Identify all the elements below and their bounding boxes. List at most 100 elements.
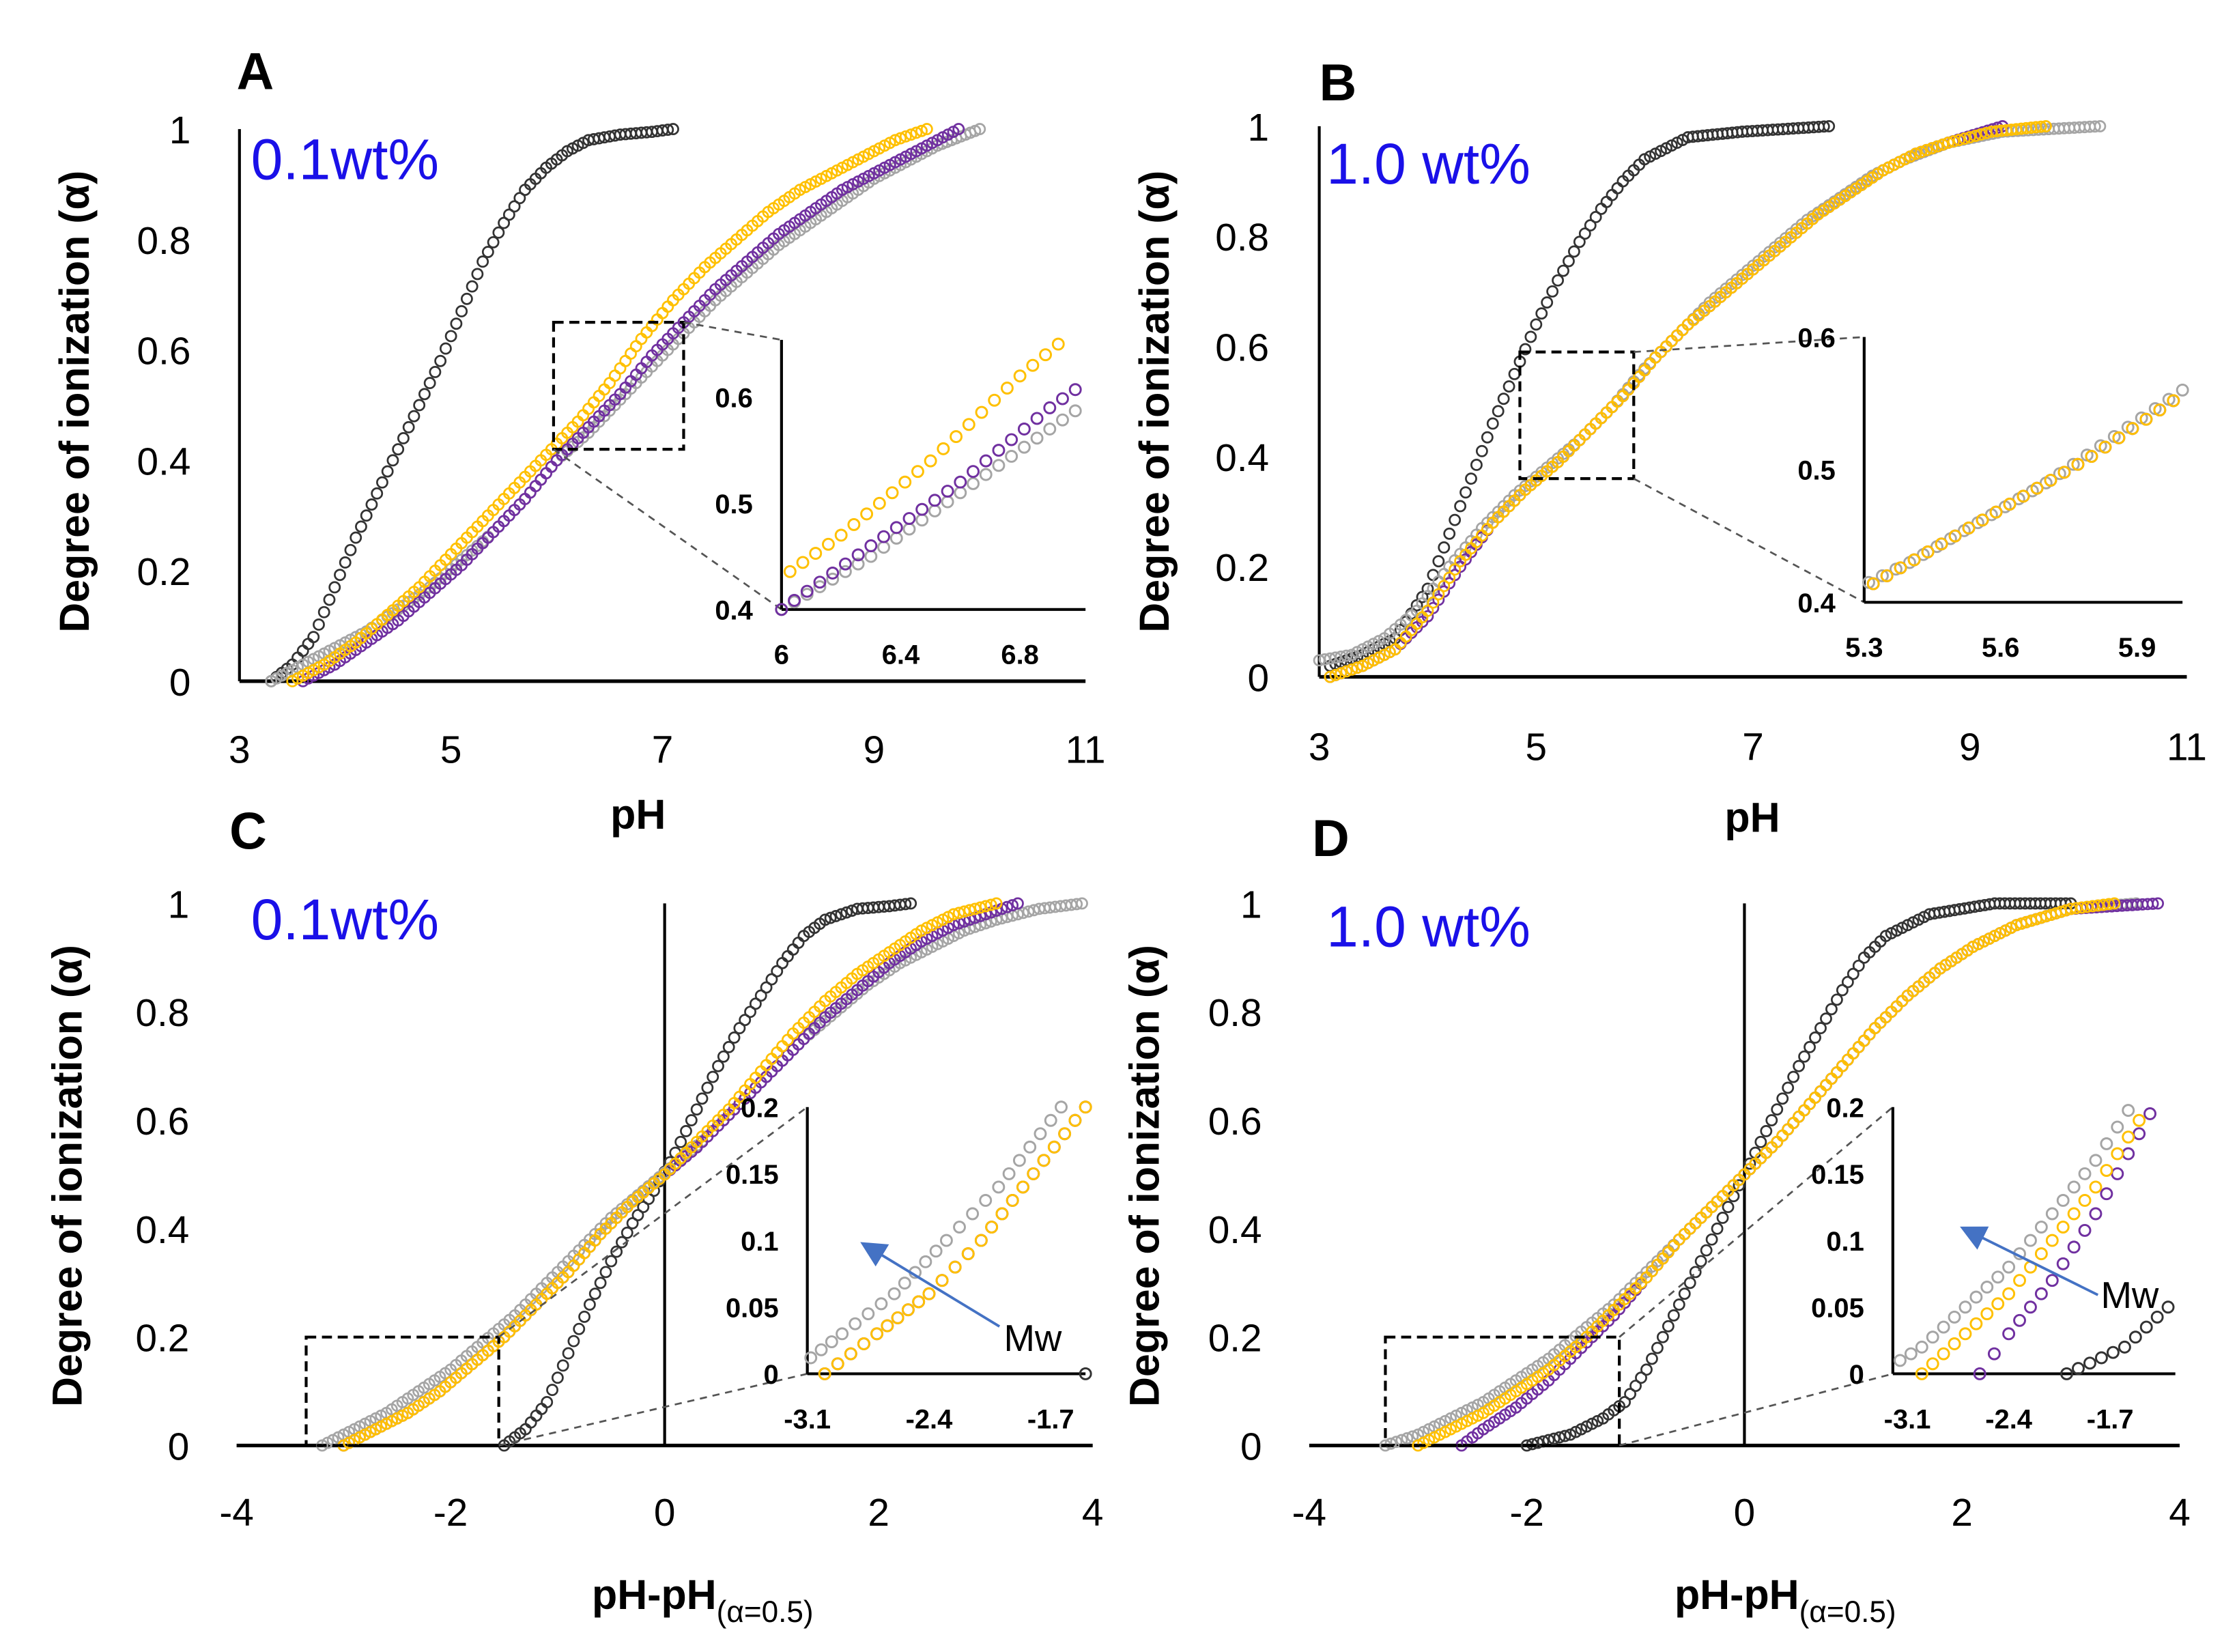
data-point [513, 192, 526, 205]
data-point [323, 593, 336, 606]
data-point [1814, 1022, 1827, 1034]
data-point [578, 1310, 591, 1323]
inset-data-point [1013, 369, 1027, 383]
inset-data-point [988, 393, 1001, 407]
inset-data-point [1958, 1300, 1972, 1314]
y-axis-title: Degree of ionization (α) [44, 945, 91, 1407]
data-point [1651, 1341, 1664, 1354]
data-point [894, 132, 907, 145]
inset-data-point [954, 486, 967, 500]
inset-data-point [813, 575, 827, 589]
data-point [1340, 649, 1353, 662]
inset-data-point [1006, 1194, 1019, 1207]
data-point [1847, 967, 1860, 980]
inset-data-point [838, 565, 852, 578]
x-tick-label: 0 [654, 1492, 676, 1535]
inset-data-point [2139, 1320, 2153, 1334]
inset-data-point [2003, 498, 2017, 511]
data-point [631, 1209, 644, 1221]
inset-data-point [851, 548, 865, 562]
inset-data-point [1880, 569, 1894, 582]
data-point [1947, 135, 1960, 147]
inset-data-point [1948, 1310, 1961, 1324]
inset-series-yellow [1915, 1113, 2146, 1380]
data-point [1743, 1157, 1756, 1170]
data-point [556, 1359, 569, 1372]
zoom-box [552, 321, 685, 451]
y-tick-label: 1 [168, 883, 190, 926]
inset-y-tick-label: 0.2 [741, 1093, 778, 1123]
y-tick-label: 1 [169, 109, 191, 152]
y-tick-label: 0.4 [1208, 1209, 1262, 1252]
data-point [2103, 898, 2115, 911]
inset-data-point [1904, 1347, 1918, 1361]
data-point [1449, 563, 1462, 576]
data-point [680, 1125, 692, 1137]
data-point [1689, 1266, 1702, 1279]
x-axis-title-main: pH-pH [592, 1571, 717, 1618]
inset-data-point [924, 454, 937, 468]
data-point [402, 421, 415, 433]
inset-data-point [826, 567, 840, 580]
data-point [471, 268, 484, 281]
series-black [1520, 897, 2077, 1452]
data-point [610, 1245, 623, 1258]
inset-data-point [2126, 422, 2139, 436]
inset-data-point [2167, 394, 2180, 408]
data-point [904, 128, 917, 141]
inset-data-point [1980, 1281, 1994, 1294]
y-axis-title: Degree of ionization (α) [51, 171, 98, 633]
data-point [1809, 1031, 1821, 1044]
data-point [1694, 1255, 1707, 1268]
inset-data-point [2112, 431, 2126, 444]
inset-data-point [877, 541, 890, 554]
mw-arrow-icon [860, 1242, 1001, 1328]
data-point [1421, 582, 1434, 595]
y-tick-label: 0.8 [1208, 992, 1262, 1035]
inset-data-point [809, 547, 823, 560]
data-point [302, 638, 315, 651]
data-point [1595, 202, 1608, 215]
inset-data-point [1044, 1113, 1057, 1127]
data-point [1804, 1040, 1816, 1053]
x-axis-title: pH [610, 791, 666, 838]
inset-data-point [1056, 413, 1069, 427]
data-point [376, 476, 388, 489]
data-point [661, 124, 674, 137]
inset-data-point [995, 1207, 1009, 1221]
inset-data-point [2111, 1167, 2124, 1180]
data-point [829, 910, 842, 922]
inset-data-point [2045, 1234, 2059, 1247]
data-point [1678, 1287, 1691, 1300]
inset-x-tick-label: -3.1 [784, 1404, 831, 1434]
data-point [674, 1135, 687, 1148]
data-point [1629, 1380, 1642, 1393]
inset-data-point [2045, 1207, 2059, 1221]
y-axis-title: Degree of ionization (α) [1121, 945, 1167, 1407]
inset-data-point [2045, 1274, 2059, 1287]
inset-data-point [1017, 423, 1031, 436]
data-point [339, 556, 352, 569]
data-point [608, 369, 621, 382]
series-gray [316, 897, 1088, 1452]
y-tick-label: 0.8 [135, 992, 189, 1035]
data-point [1798, 1050, 1811, 1063]
y-tick-label: 0.2 [137, 551, 191, 594]
inset-data-point [864, 539, 878, 552]
data-point [1541, 296, 1554, 309]
inset-y-tick-label: 0.6 [715, 384, 752, 414]
data-point [487, 236, 500, 248]
data-point [1519, 343, 1532, 356]
inset-data-point [891, 1311, 904, 1324]
data-point [947, 908, 960, 921]
inset-data-point [2150, 1310, 2164, 1324]
data-point [508, 200, 521, 213]
concentration-label: 1.0 wt% [1326, 894, 1530, 958]
inset-data-point [961, 1247, 975, 1261]
data-point [450, 317, 463, 330]
data-point [722, 1040, 735, 1053]
inset-data-point [915, 502, 929, 516]
x-tick-label: 3 [1309, 726, 1330, 769]
data-point [963, 904, 976, 917]
data-point [765, 973, 778, 986]
